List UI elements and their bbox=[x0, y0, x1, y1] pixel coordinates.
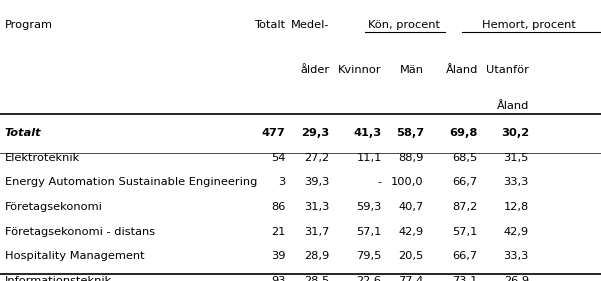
Text: Utanför: Utanför bbox=[486, 65, 529, 75]
Text: 66,7: 66,7 bbox=[453, 251, 478, 262]
Text: 57,1: 57,1 bbox=[453, 227, 478, 237]
Text: 54: 54 bbox=[271, 153, 285, 163]
Text: 21: 21 bbox=[271, 227, 285, 237]
Text: 33,3: 33,3 bbox=[504, 177, 529, 187]
Text: Företagsekonomi - distans: Företagsekonomi - distans bbox=[5, 227, 155, 237]
Text: 57,1: 57,1 bbox=[356, 227, 382, 237]
Text: 30,2: 30,2 bbox=[501, 128, 529, 138]
Text: 88,9: 88,9 bbox=[398, 153, 424, 163]
Text: 33,3: 33,3 bbox=[504, 251, 529, 262]
Text: Hemort, procent: Hemort, procent bbox=[482, 20, 576, 30]
Text: 42,9: 42,9 bbox=[398, 227, 424, 237]
Text: Företagsekonomi: Företagsekonomi bbox=[5, 202, 103, 212]
Text: 28,5: 28,5 bbox=[304, 276, 329, 281]
Text: Män: Män bbox=[400, 65, 424, 75]
Text: Energy Automation Sustainable Engineering: Energy Automation Sustainable Engineerin… bbox=[5, 177, 257, 187]
Text: Kön, procent: Kön, procent bbox=[368, 20, 440, 30]
Text: 41,3: 41,3 bbox=[353, 128, 382, 138]
Text: 79,5: 79,5 bbox=[356, 251, 382, 262]
Text: Totalt: Totalt bbox=[5, 128, 41, 138]
Text: 31,3: 31,3 bbox=[304, 202, 329, 212]
Text: Program: Program bbox=[5, 20, 53, 30]
Text: Informationsteknik: Informationsteknik bbox=[5, 276, 112, 281]
Text: 26,9: 26,9 bbox=[504, 276, 529, 281]
Text: 28,9: 28,9 bbox=[304, 251, 329, 262]
Text: 22,6: 22,6 bbox=[356, 276, 382, 281]
Text: -: - bbox=[377, 177, 382, 187]
Text: Hospitality Management: Hospitality Management bbox=[5, 251, 144, 262]
Text: Åland: Åland bbox=[496, 101, 529, 111]
Text: 27,2: 27,2 bbox=[304, 153, 329, 163]
Text: Medel-: Medel- bbox=[291, 20, 329, 30]
Text: 11,1: 11,1 bbox=[356, 153, 382, 163]
Text: ålder: ålder bbox=[300, 65, 329, 75]
Text: 12,8: 12,8 bbox=[504, 202, 529, 212]
Text: 66,7: 66,7 bbox=[453, 177, 478, 187]
Text: Kvinnor: Kvinnor bbox=[338, 65, 382, 75]
Text: Totalt: Totalt bbox=[254, 20, 285, 30]
Text: 29,3: 29,3 bbox=[301, 128, 329, 138]
Text: 20,5: 20,5 bbox=[398, 251, 424, 262]
Text: 58,7: 58,7 bbox=[395, 128, 424, 138]
Text: 39: 39 bbox=[271, 251, 285, 262]
Text: 40,7: 40,7 bbox=[398, 202, 424, 212]
Text: 59,3: 59,3 bbox=[356, 202, 382, 212]
Text: 477: 477 bbox=[261, 128, 285, 138]
Text: 86: 86 bbox=[271, 202, 285, 212]
Text: 42,9: 42,9 bbox=[504, 227, 529, 237]
Text: 87,2: 87,2 bbox=[453, 202, 478, 212]
Text: 31,7: 31,7 bbox=[304, 227, 329, 237]
Text: 73,1: 73,1 bbox=[453, 276, 478, 281]
Text: 69,8: 69,8 bbox=[450, 128, 478, 138]
Text: 77,4: 77,4 bbox=[398, 276, 424, 281]
Text: 93: 93 bbox=[271, 276, 285, 281]
Text: 100,0: 100,0 bbox=[391, 177, 424, 187]
Text: 68,5: 68,5 bbox=[453, 153, 478, 163]
Text: 3: 3 bbox=[278, 177, 285, 187]
Text: Åland: Åland bbox=[445, 65, 478, 75]
Text: 39,3: 39,3 bbox=[304, 177, 329, 187]
Text: 31,5: 31,5 bbox=[504, 153, 529, 163]
Text: Elektroteknik: Elektroteknik bbox=[5, 153, 80, 163]
